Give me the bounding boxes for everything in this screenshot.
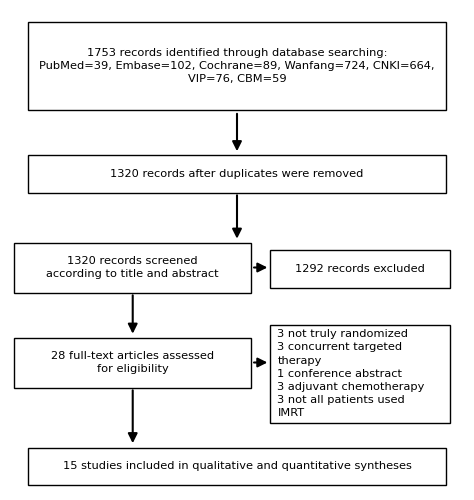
FancyBboxPatch shape [14, 338, 251, 388]
Text: 1292 records excluded: 1292 records excluded [295, 264, 425, 274]
FancyBboxPatch shape [270, 325, 450, 422]
FancyBboxPatch shape [28, 22, 446, 110]
Text: 3 not truly randomized
3 concurrent targeted
therapy
1 conference abstract
3 adj: 3 not truly randomized 3 concurrent targ… [277, 329, 425, 418]
FancyBboxPatch shape [270, 250, 450, 288]
Text: 1753 records identified through database searching:
PubMed=39, Embase=102, Cochr: 1753 records identified through database… [39, 48, 435, 84]
FancyBboxPatch shape [28, 448, 446, 485]
FancyBboxPatch shape [28, 155, 446, 192]
Text: 1320 records after duplicates were removed: 1320 records after duplicates were remov… [110, 169, 364, 179]
Text: 1320 records screened
according to title and abstract: 1320 records screened according to title… [46, 256, 219, 279]
Text: 28 full-text articles assessed
for eligibility: 28 full-text articles assessed for eligi… [51, 351, 214, 374]
Text: 15 studies included in qualitative and quantitative syntheses: 15 studies included in qualitative and q… [63, 461, 411, 471]
FancyBboxPatch shape [14, 242, 251, 292]
